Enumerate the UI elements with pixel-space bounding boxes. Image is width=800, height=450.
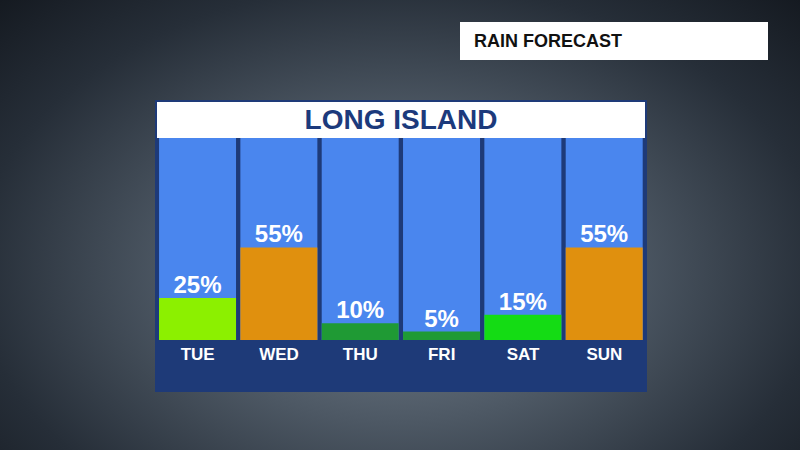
- svg-text:10%: 10%: [336, 296, 384, 323]
- svg-text:55%: 55%: [255, 220, 303, 247]
- svg-text:25%: 25%: [174, 271, 222, 298]
- svg-text:THU: THU: [343, 345, 378, 364]
- html-text:LONG ISLAND: LONG ISLAND: [304, 104, 498, 135]
- svg-text:5%: 5%: [424, 305, 459, 332]
- svg-text:SUN: SUN: [586, 345, 622, 364]
- html-text:RAIN FORECAST: RAIN FORECAST: [474, 30, 622, 51]
- svg-text:SAT: SAT: [507, 345, 540, 364]
- svg-text:FRI: FRI: [428, 345, 455, 364]
- svg-text:TUE: TUE: [181, 345, 215, 364]
- svg-text:55%: 55%: [580, 220, 628, 247]
- svg-text:15%: 15%: [499, 288, 547, 315]
- svg-text:WED: WED: [259, 345, 299, 364]
